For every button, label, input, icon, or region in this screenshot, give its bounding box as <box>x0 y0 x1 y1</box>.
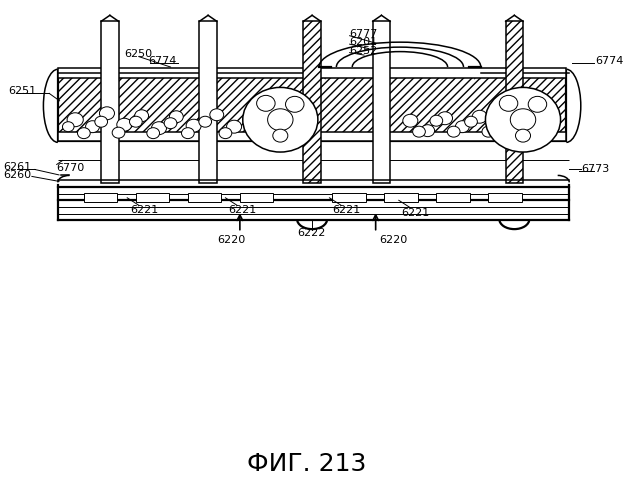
Bar <box>384 193 418 202</box>
Circle shape <box>412 126 426 137</box>
Circle shape <box>99 107 114 120</box>
Circle shape <box>403 114 418 127</box>
Text: ФИГ. 213: ФИГ. 213 <box>247 452 366 476</box>
Bar <box>506 22 523 183</box>
Circle shape <box>421 124 434 136</box>
Bar <box>199 22 217 183</box>
Circle shape <box>95 116 108 127</box>
Circle shape <box>151 122 166 134</box>
Circle shape <box>135 110 149 122</box>
Bar <box>372 22 390 183</box>
Circle shape <box>210 109 224 120</box>
Circle shape <box>62 122 74 132</box>
Bar <box>58 68 566 78</box>
Circle shape <box>516 129 531 142</box>
Text: 6220: 6220 <box>217 235 246 245</box>
Bar <box>488 193 522 202</box>
Bar <box>332 193 366 202</box>
Circle shape <box>86 120 99 132</box>
Text: 6261: 6261 <box>4 162 32 172</box>
Circle shape <box>430 116 442 126</box>
Circle shape <box>456 120 469 132</box>
Circle shape <box>482 126 495 137</box>
Text: 6774: 6774 <box>148 56 176 66</box>
Circle shape <box>227 120 242 133</box>
Circle shape <box>472 110 487 123</box>
Circle shape <box>129 116 142 127</box>
Bar <box>58 71 566 140</box>
Text: 6774: 6774 <box>595 56 624 66</box>
Text: 6222: 6222 <box>297 228 325 237</box>
Bar <box>436 193 470 202</box>
Circle shape <box>112 127 125 138</box>
Circle shape <box>438 112 452 124</box>
Text: 6773: 6773 <box>581 164 609 174</box>
Text: 6251: 6251 <box>8 86 36 96</box>
Circle shape <box>272 129 288 142</box>
Circle shape <box>78 128 90 138</box>
Bar <box>188 193 221 202</box>
Circle shape <box>528 96 547 112</box>
Bar <box>101 22 119 183</box>
Bar <box>58 71 566 140</box>
Text: 6201: 6201 <box>349 37 378 47</box>
Circle shape <box>164 118 177 128</box>
Circle shape <box>147 128 159 138</box>
Bar <box>58 132 566 140</box>
Circle shape <box>219 128 232 138</box>
Circle shape <box>268 109 293 130</box>
Bar <box>84 193 118 202</box>
Circle shape <box>181 128 194 138</box>
Circle shape <box>186 119 201 132</box>
Circle shape <box>169 111 183 122</box>
Bar <box>303 22 321 183</box>
Circle shape <box>490 122 504 134</box>
Bar <box>506 22 523 183</box>
Text: 6221: 6221 <box>332 205 361 215</box>
Circle shape <box>242 88 318 152</box>
Text: 6220: 6220 <box>379 235 407 245</box>
Circle shape <box>286 96 304 112</box>
Circle shape <box>448 126 460 137</box>
Circle shape <box>67 113 83 126</box>
Text: 6252: 6252 <box>349 46 378 56</box>
Circle shape <box>464 116 478 127</box>
Text: 6221: 6221 <box>402 208 430 218</box>
Bar <box>136 193 169 202</box>
Text: 6260: 6260 <box>4 170 32 180</box>
Circle shape <box>499 96 518 112</box>
Text: 6250: 6250 <box>124 48 152 58</box>
Bar <box>240 193 273 202</box>
Bar <box>303 22 321 183</box>
Circle shape <box>257 96 275 112</box>
Circle shape <box>510 109 536 130</box>
Text: 6221: 6221 <box>130 205 158 215</box>
Circle shape <box>199 116 211 127</box>
Circle shape <box>486 88 561 152</box>
Circle shape <box>117 118 132 131</box>
Text: 6777: 6777 <box>349 28 378 38</box>
Text: 6221: 6221 <box>228 205 257 215</box>
Text: 6770: 6770 <box>57 163 85 173</box>
